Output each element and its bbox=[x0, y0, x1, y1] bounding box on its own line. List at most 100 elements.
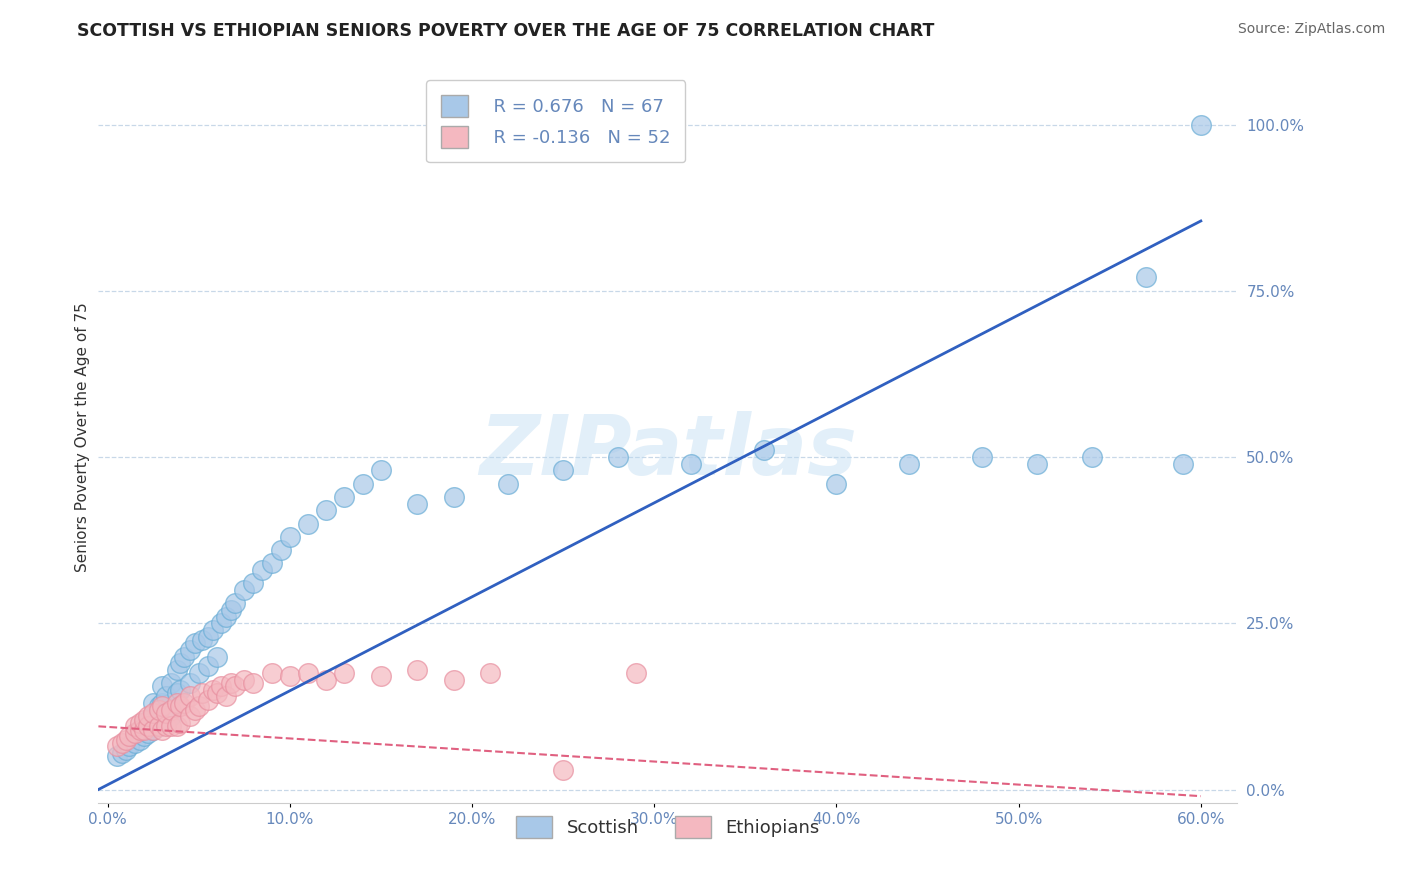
Point bbox=[1171, 457, 1194, 471]
Point bbox=[315, 673, 337, 687]
Point bbox=[224, 680, 246, 694]
Point bbox=[150, 699, 173, 714]
Point bbox=[191, 686, 214, 700]
Point bbox=[197, 659, 219, 673]
Point bbox=[333, 666, 356, 681]
Point bbox=[169, 716, 191, 731]
Point bbox=[1025, 457, 1047, 471]
Point bbox=[260, 666, 283, 681]
Point bbox=[124, 726, 146, 740]
Point bbox=[221, 676, 243, 690]
Legend: Scottish, Ethiopians: Scottish, Ethiopians bbox=[509, 808, 827, 845]
Point bbox=[221, 603, 243, 617]
Point bbox=[209, 680, 232, 694]
Point bbox=[679, 457, 702, 471]
Point bbox=[142, 696, 165, 710]
Point bbox=[898, 457, 921, 471]
Point bbox=[142, 706, 165, 720]
Point bbox=[191, 632, 214, 647]
Point bbox=[179, 643, 201, 657]
Point bbox=[370, 669, 392, 683]
Point bbox=[443, 490, 465, 504]
Point bbox=[479, 666, 502, 681]
Point bbox=[118, 729, 141, 743]
Point bbox=[624, 666, 647, 681]
Point bbox=[166, 696, 188, 710]
Point bbox=[150, 723, 173, 737]
Point bbox=[297, 666, 319, 681]
Point bbox=[160, 709, 183, 723]
Point bbox=[184, 636, 207, 650]
Point bbox=[352, 476, 374, 491]
Point bbox=[551, 463, 574, 477]
Point bbox=[148, 703, 170, 717]
Point bbox=[136, 713, 159, 727]
Point bbox=[166, 663, 188, 677]
Point bbox=[166, 719, 188, 733]
Point bbox=[179, 709, 201, 723]
Point bbox=[166, 686, 188, 700]
Point bbox=[205, 649, 228, 664]
Point bbox=[114, 742, 136, 756]
Point bbox=[129, 723, 152, 737]
Point bbox=[202, 623, 225, 637]
Point bbox=[215, 690, 238, 704]
Point bbox=[233, 673, 256, 687]
Point bbox=[209, 616, 232, 631]
Point bbox=[252, 563, 274, 577]
Point bbox=[124, 726, 146, 740]
Point bbox=[406, 497, 429, 511]
Point bbox=[148, 719, 170, 733]
Point bbox=[1189, 118, 1212, 132]
Point bbox=[173, 649, 195, 664]
Point bbox=[498, 476, 520, 491]
Point bbox=[142, 723, 165, 737]
Point bbox=[169, 699, 191, 714]
Point bbox=[370, 463, 392, 477]
Point bbox=[215, 609, 238, 624]
Point bbox=[111, 746, 134, 760]
Point bbox=[142, 709, 165, 723]
Point bbox=[297, 516, 319, 531]
Point bbox=[406, 663, 429, 677]
Point bbox=[278, 669, 301, 683]
Point bbox=[197, 692, 219, 706]
Point bbox=[118, 739, 141, 754]
Point bbox=[173, 696, 195, 710]
Point bbox=[160, 676, 183, 690]
Point bbox=[132, 713, 155, 727]
Point bbox=[242, 576, 264, 591]
Text: Source: ZipAtlas.com: Source: ZipAtlas.com bbox=[1237, 22, 1385, 37]
Point bbox=[132, 729, 155, 743]
Point bbox=[150, 696, 173, 710]
Point bbox=[150, 680, 173, 694]
Point bbox=[155, 719, 177, 733]
Point bbox=[224, 596, 246, 610]
Point bbox=[155, 690, 177, 704]
Point bbox=[197, 630, 219, 644]
Point bbox=[105, 739, 128, 754]
Point bbox=[136, 709, 159, 723]
Point bbox=[270, 543, 292, 558]
Point bbox=[1080, 450, 1102, 464]
Point bbox=[187, 666, 209, 681]
Point bbox=[148, 719, 170, 733]
Point bbox=[179, 676, 201, 690]
Point bbox=[1135, 270, 1157, 285]
Point bbox=[825, 476, 848, 491]
Point bbox=[169, 682, 191, 697]
Point bbox=[105, 749, 128, 764]
Point bbox=[202, 682, 225, 697]
Point bbox=[443, 673, 465, 687]
Point bbox=[160, 719, 183, 733]
Point bbox=[233, 582, 256, 597]
Point bbox=[136, 719, 159, 733]
Point bbox=[551, 763, 574, 777]
Point bbox=[160, 703, 183, 717]
Text: ZIPatlas: ZIPatlas bbox=[479, 411, 856, 492]
Point bbox=[136, 726, 159, 740]
Point bbox=[752, 443, 775, 458]
Point bbox=[148, 699, 170, 714]
Point bbox=[169, 656, 191, 670]
Point bbox=[132, 716, 155, 731]
